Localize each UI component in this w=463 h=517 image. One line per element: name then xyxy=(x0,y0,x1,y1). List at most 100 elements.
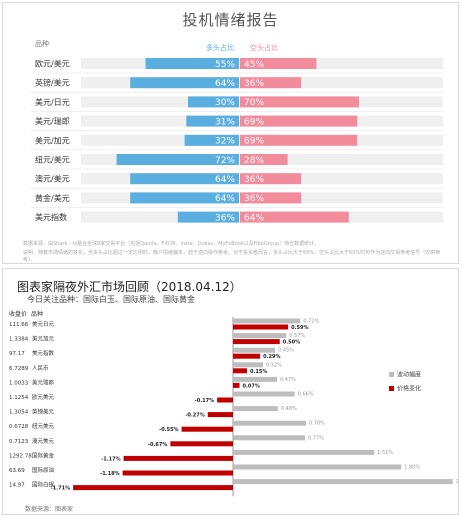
short-value-label: 28% xyxy=(244,156,264,166)
pair-label: 美元/加元 xyxy=(35,135,70,145)
change-bar xyxy=(233,339,280,345)
short-value-label: 69% xyxy=(244,137,264,147)
legend-long-label: 多头占比 xyxy=(206,44,234,52)
instrument-header: 品种 xyxy=(31,311,44,318)
long-value-label: 64% xyxy=(215,79,235,89)
legend-range-label: 波动幅度 xyxy=(397,371,421,379)
range-bar xyxy=(233,479,453,485)
change-value-label: -0.67% xyxy=(148,442,167,448)
long-bar xyxy=(186,115,239,127)
change-bar xyxy=(233,382,240,388)
range-value-label: 1.80% xyxy=(404,465,420,471)
instrument-label: 美元瑞郎 xyxy=(32,378,55,386)
review-panel: 图表家隔夜外汇市场回顾（2018.04.12） 今日关注品种：国际白玉、国际原油… xyxy=(2,268,459,515)
long-bar xyxy=(130,77,239,89)
short-bar xyxy=(240,154,288,165)
pair-label: 欧元/美元 xyxy=(35,59,70,69)
range-value-label: 2.35% xyxy=(456,479,458,485)
long-bar xyxy=(184,134,239,146)
change-bar xyxy=(207,412,233,418)
change-bar xyxy=(233,353,261,359)
short-bar xyxy=(240,192,302,204)
review-source: 数据来源：图表家 xyxy=(25,506,74,513)
range-bar xyxy=(233,420,306,426)
closing-price-label: 0.6728 xyxy=(9,424,29,430)
instrument-label: 美元加元 xyxy=(32,335,55,343)
closing-price-label: 0.7123 xyxy=(9,439,29,445)
long-bar xyxy=(130,173,239,185)
review-title: 图表家隔夜外汇市场回顾（2018.04.12） xyxy=(17,280,242,294)
long-bar xyxy=(130,192,239,204)
range-bar xyxy=(233,347,276,353)
long-value-label: 64% xyxy=(215,175,235,185)
change-value-label: -0.17% xyxy=(195,398,214,404)
short-bar xyxy=(240,77,302,89)
range-bar xyxy=(233,449,375,455)
long-bar xyxy=(116,154,239,165)
range-bar xyxy=(233,464,402,470)
short-value-label: 64% xyxy=(244,213,264,223)
short-bar xyxy=(240,58,317,69)
closing-price-label: 1.3054 xyxy=(9,410,29,416)
pair-column-header: 品种 xyxy=(35,40,49,48)
closing-price-label: 6.7289 xyxy=(9,366,29,372)
long-value-label: 72% xyxy=(215,156,235,166)
legend-change-swatch xyxy=(389,386,394,391)
short-bar xyxy=(240,115,358,127)
instrument-label: 英镑美元 xyxy=(32,408,55,416)
range-value-label: 0.77% xyxy=(308,435,324,441)
long-value-label: 30% xyxy=(215,98,235,108)
change-value-label: 0.29% xyxy=(263,354,280,360)
long-bar xyxy=(188,96,239,108)
long-bar xyxy=(145,58,239,69)
short-bar xyxy=(240,96,359,108)
review-chart: 111.66 美元日元 0.72%0.59% 1.3384 美元加元 0.57%0.50%… xyxy=(9,317,458,497)
short-value-label: 69% xyxy=(244,117,264,127)
closing-price-label: 111.66 xyxy=(9,322,29,328)
change-value-label: 0.50% xyxy=(283,340,300,346)
instrument-label: 纽元美元 xyxy=(32,422,55,430)
change-value-label: 0.15% xyxy=(250,369,267,375)
instrument-label: 美元指数 xyxy=(32,349,55,357)
change-bar xyxy=(217,397,233,403)
sentiment-chart: 欧元/美元 55% 45% 英镑/美元 64% 36% 美元/日元 30% 70% 美元/瑞郎 31… xyxy=(31,58,443,223)
short-bar xyxy=(240,134,358,146)
sentiment-footnote-note: 说明：随着市场情绪的变化，当多头占比超过一定比例时，散户情绪偏多，趋于逆向操作参… xyxy=(23,250,441,263)
pair-label: 美元指数 xyxy=(35,212,67,222)
range-bar xyxy=(233,435,305,441)
range-value-label: 0.47% xyxy=(280,377,296,383)
range-bar xyxy=(233,376,277,382)
range-value-label: 0.66% xyxy=(298,392,314,398)
change-value-label: -1.18% xyxy=(100,471,119,477)
range-bar xyxy=(233,333,287,339)
range-bar xyxy=(233,391,295,397)
instrument-label: 人民币 xyxy=(32,365,49,372)
change-bar xyxy=(181,426,233,432)
instrument-label: 国际黄金 xyxy=(32,451,55,459)
range-value-label: 1.51% xyxy=(377,450,393,456)
legend-short-label: 空头占比 xyxy=(250,44,278,52)
range-value-label: 0.32% xyxy=(266,362,282,368)
short-value-label: 36% xyxy=(244,79,264,89)
instrument-label: 美元日元 xyxy=(32,320,55,328)
sentiment-title: 投机情绪报告 xyxy=(182,11,279,29)
short-value-label: 36% xyxy=(244,194,264,204)
change-bar xyxy=(233,324,289,330)
change-value-label: -0.27% xyxy=(185,413,204,419)
change-value-label: 0.07% xyxy=(243,383,260,389)
range-value-label: 0.72% xyxy=(303,319,319,325)
sentiment-footnote-source: 数据来源：由Shark - fx整合全球8家交易平台（包括Oanda、FXCM、… xyxy=(23,241,320,247)
range-value-label: 0.78% xyxy=(309,421,325,427)
pair-label: 澳元/美元 xyxy=(35,174,70,184)
range-bar xyxy=(233,406,278,412)
long-value-label: 64% xyxy=(215,194,235,204)
change-bar xyxy=(170,441,233,447)
range-value-label: 0.45% xyxy=(278,348,294,354)
long-bar xyxy=(177,211,239,223)
instrument-label: 澳元美元 xyxy=(32,437,55,445)
pair-label: 英镑/美元 xyxy=(35,78,70,88)
pair-label: 纽元/美元 xyxy=(35,155,70,165)
closing-price-label: 97.17 xyxy=(9,351,25,357)
change-value-label: -0.55% xyxy=(159,427,178,433)
change-value-label: 0.59% xyxy=(291,325,308,331)
